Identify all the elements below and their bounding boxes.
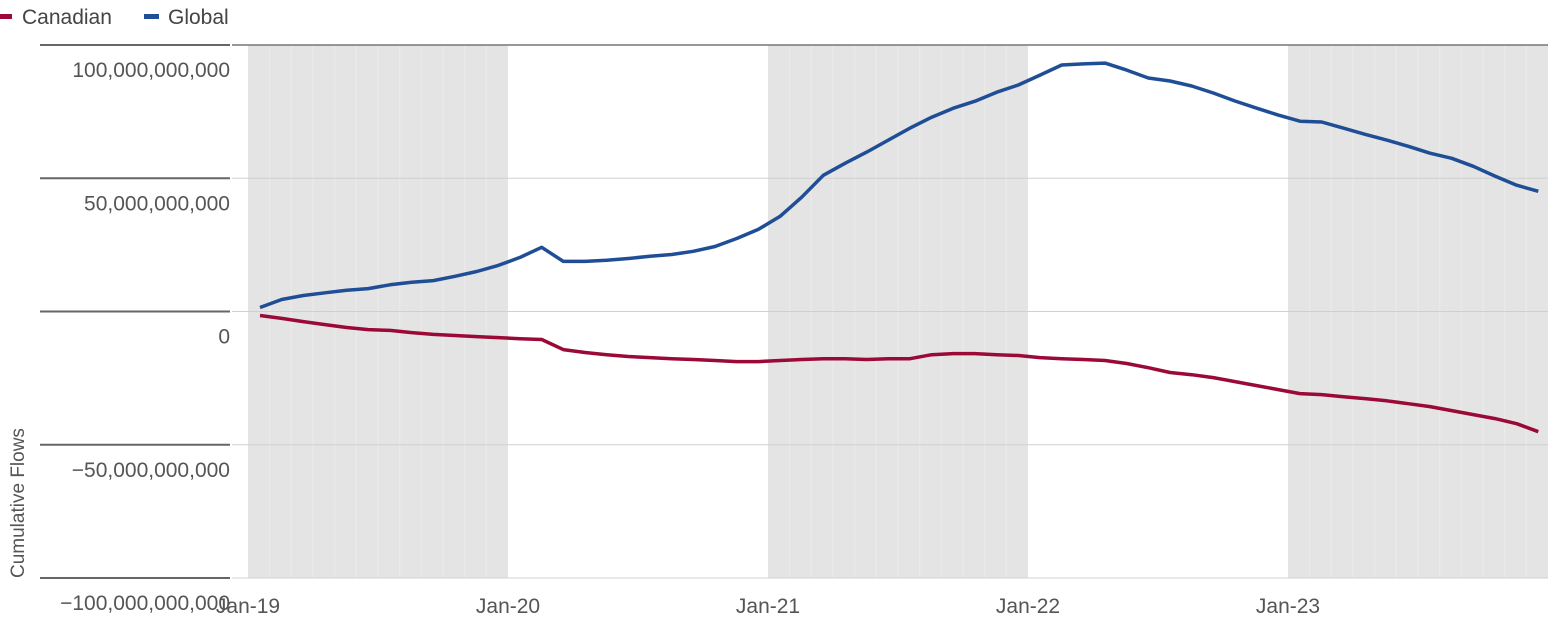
x-tick-label: Jan-21 [736, 595, 800, 618]
legend-swatch-global [144, 14, 159, 19]
legend-label-global: Global [168, 6, 229, 29]
legend-item-canadian[interactable]: Canadian [0, 6, 112, 29]
x-axis-ticks: Jan-19 Jan-20 Jan-21 Jan-22 Jan-23 [216, 595, 1320, 618]
legend: Canadian Global [0, 6, 229, 29]
y-axis-ticks: 100,000,000,000 50,000,000,000 0 −50,000,00… [40, 44, 230, 615]
legend-label-canadian: Canadian [22, 6, 112, 29]
y-tick-label: −50,000,000,000 [72, 459, 230, 482]
y-axis-label: Cumulative Flows [8, 428, 29, 578]
y-tick-label: 100,000,000,000 [72, 59, 230, 82]
y-tick-label: 0 [218, 326, 230, 349]
series-lines [259, 61, 1539, 434]
legend-item-global[interactable]: Global [144, 6, 229, 29]
series-line-canadian [259, 313, 1539, 434]
x-tick-label: Jan-19 [216, 595, 280, 618]
x-tick-label: Jan-20 [476, 595, 540, 618]
x-tick-label: Jan-22 [996, 595, 1060, 618]
legend-swatch-canadian [0, 14, 12, 19]
y-tick-label: 50,000,000,000 [84, 192, 230, 215]
x-tick-label: Jan-23 [1256, 595, 1320, 618]
series-line-global [259, 61, 1539, 310]
gridlines [232, 44, 1548, 579]
y-tick-label: −100,000,000,000 [60, 592, 230, 615]
